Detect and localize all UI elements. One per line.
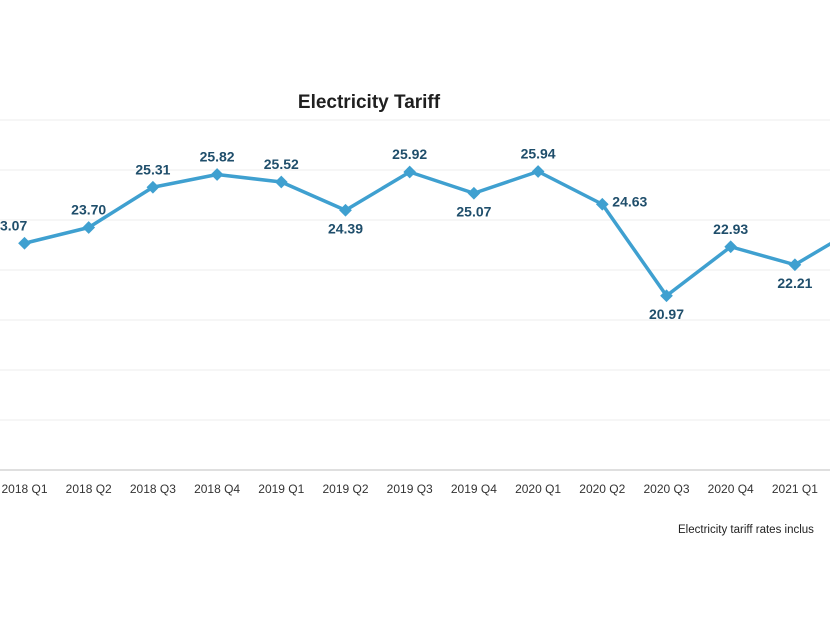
series-line (22, 169, 830, 298)
x-tick-label: 2020 Q3 (643, 482, 689, 496)
data-label: 25.07 (456, 203, 491, 219)
data-label: 3.07 (0, 217, 27, 233)
data-markers (18, 165, 802, 303)
data-marker (146, 180, 160, 194)
data-marker (531, 165, 545, 178)
data-label: 25.92 (392, 146, 427, 162)
data-label: 25.94 (521, 146, 556, 162)
x-tick-label: 2020 Q1 (515, 482, 561, 496)
data-label: 25.52 (264, 156, 299, 172)
footnote: Electricity tariff rates inclus (678, 524, 814, 536)
x-tick-label: 2019 Q2 (322, 482, 368, 496)
data-marker (210, 168, 224, 181)
x-tick-label: 2018 Q2 (66, 482, 112, 496)
x-tick-labels: 2018 Q1 2018 Q2 2018 Q3 2018 Q4 2019 Q1 2019 … (1, 482, 818, 496)
data-label: 24.63 (612, 193, 647, 209)
data-marker (274, 175, 288, 189)
data-label: 22.21 (777, 275, 812, 291)
data-marker (18, 236, 31, 250)
data-label: 22.93 (713, 221, 748, 237)
x-tick-label: 2018 Q3 (130, 482, 176, 496)
x-tick-label: 2021 Q1 (772, 482, 818, 496)
x-tick-label: 2019 Q1 (258, 482, 304, 496)
data-marker (467, 186, 481, 200)
x-tick-label: 2019 Q3 (387, 482, 433, 496)
data-label: 25.82 (200, 149, 235, 165)
chart-title: Electricity Tariff (298, 92, 441, 113)
data-label: 24.39 (328, 220, 363, 236)
data-marker (403, 165, 417, 179)
data-label: 23.70 (71, 202, 106, 218)
data-label: 25.31 (135, 161, 170, 177)
data-marker (339, 203, 352, 217)
data-marker (82, 221, 96, 234)
x-tick-label: 2019 Q4 (451, 482, 497, 496)
x-tick-label: 2020 Q4 (708, 482, 754, 496)
data-labels: 3.07 23.70 25.31 25.82 25.52 24.39 25.92 25.07 2… (0, 146, 813, 322)
x-tick-label: 2018 Q4 (194, 482, 240, 496)
gridlines (0, 119, 830, 421)
x-tick-label: 2020 Q2 (579, 482, 625, 496)
data-label: 20.97 (649, 306, 684, 322)
x-tick-label: 2018 Q1 (1, 482, 47, 496)
